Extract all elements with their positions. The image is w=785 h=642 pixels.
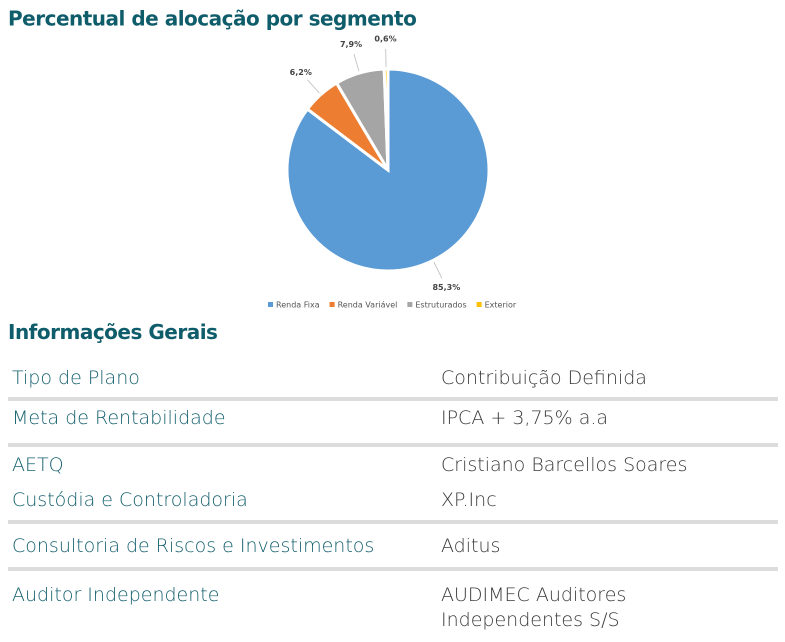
chart-title: Percentual de alocação por segmento xyxy=(8,7,416,31)
leader-line xyxy=(433,262,443,279)
section-title: Informações Gerais xyxy=(8,320,218,344)
row-value: Cristiano Barcellos Soares xyxy=(441,454,688,476)
row-value: XP.Inc xyxy=(441,489,497,511)
row-label: Tipo de Plano xyxy=(12,367,140,389)
separator xyxy=(8,397,778,401)
separator xyxy=(8,443,778,447)
row-value: Contribuição Definida xyxy=(441,367,647,389)
data-label: 7,9% xyxy=(340,40,362,49)
legend-swatch xyxy=(476,302,482,307)
separator xyxy=(8,567,778,571)
pie-chart: Percentual de alocação por segmento 85,3… xyxy=(8,7,517,310)
data-label: 6,2% xyxy=(290,68,312,77)
row-value: AUDIMEC Auditores Independentes S/S xyxy=(441,584,627,631)
legend-swatch xyxy=(407,302,413,307)
pie-slice xyxy=(382,67,390,171)
row-label: AETQ xyxy=(12,454,64,476)
legend-swatch xyxy=(268,302,273,307)
row-value: Aditus xyxy=(441,535,501,557)
row-label: Meta de Rentabilidade xyxy=(12,407,226,429)
leader-line xyxy=(307,79,320,94)
data-label: 85,3% xyxy=(432,283,460,292)
legend-swatch xyxy=(329,302,335,307)
row-label: Consultoria de Riscos e Investimentos xyxy=(12,535,375,557)
row-label: Auditor Independente xyxy=(12,584,220,606)
row-label: Custódia e Controladoria xyxy=(12,489,248,511)
legend-label: Estruturados xyxy=(415,301,466,310)
data-label: 0,6% xyxy=(374,35,396,44)
legend-label: Exterior xyxy=(485,301,517,310)
row-value: IPCA + 3,75% a.a xyxy=(441,407,609,429)
legend-label: Renda Fixa xyxy=(276,301,320,310)
leader-line xyxy=(353,53,360,72)
separator xyxy=(8,520,778,524)
legend-label: Renda Variável xyxy=(338,301,398,310)
